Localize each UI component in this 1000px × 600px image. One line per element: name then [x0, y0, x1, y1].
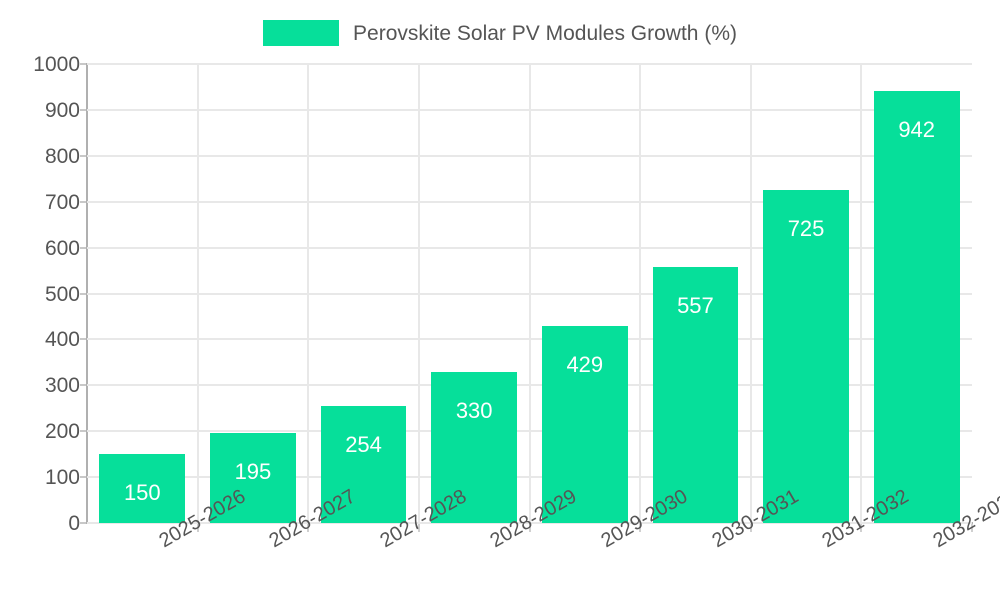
gridline-vertical — [417, 64, 420, 523]
bar[interactable]: 195 — [210, 433, 296, 523]
x-axis-tick-label: 2030-2031 — [708, 485, 803, 553]
y-axis-tick-mark — [80, 522, 87, 524]
y-axis-tick-mark — [80, 63, 87, 65]
gridline-vertical — [860, 64, 863, 523]
x-axis-tick-mark — [971, 524, 973, 532]
y-axis-tick-mark — [80, 246, 87, 249]
y-axis-tick-mark — [80, 338, 87, 341]
y-axis-tick-label: 700 — [44, 190, 80, 214]
y-axis-tick-mark — [80, 476, 87, 479]
x-axis-tick-mark — [196, 524, 199, 532]
x-axis-tick-label: 2026-2027 — [265, 485, 360, 553]
y-axis: 0 100 200 300 400 500 600 700 800 900 1000 — [0, 0, 87, 600]
plot-area: 150 195 254 330 429 557 725 942 — [87, 63, 972, 524]
bar-value-label: 557 — [677, 293, 714, 319]
legend-color-swatch — [263, 20, 340, 46]
bar[interactable]: 254 — [320, 406, 407, 523]
y-axis-tick-label: 600 — [44, 236, 80, 260]
y-axis-tick-label: 300 — [44, 374, 80, 398]
y-axis-tick-label: 800 — [44, 144, 80, 168]
gridline-vertical — [307, 64, 310, 523]
bar[interactable]: 557 — [652, 267, 739, 523]
y-axis-tick-mark — [80, 384, 87, 387]
bar[interactable]: 942 — [873, 90, 960, 523]
y-axis-tick-label: 900 — [44, 98, 80, 122]
bar-value-label: 942 — [898, 116, 936, 142]
x-axis-tick-mark — [417, 524, 420, 532]
bar-value-label: 429 — [566, 352, 604, 378]
y-axis-tick-mark — [80, 108, 87, 111]
gridline-vertical — [639, 64, 642, 523]
y-axis-tick-label: 400 — [44, 328, 80, 352]
gridline-vertical — [196, 64, 199, 523]
y-axis-tick-label: 500 — [44, 282, 80, 306]
bar-value-label: 195 — [234, 459, 272, 485]
bar[interactable]: 725 — [763, 190, 849, 523]
x-axis-tick-label: 2025-2026 — [155, 485, 249, 553]
y-axis-tick-mark — [80, 430, 87, 433]
x-axis-tick-mark — [528, 524, 531, 532]
y-axis-tick-mark — [80, 200, 87, 203]
y-axis-tick-label: 0 — [68, 512, 80, 535]
bar-value-label: 330 — [455, 397, 493, 423]
y-axis-tick-mark — [80, 154, 87, 157]
y-axis-tick-label: 200 — [44, 420, 80, 444]
legend-label: Perovskite Solar PV Modules Growth (%) — [353, 21, 737, 45]
x-axis-tick-mark — [860, 524, 863, 532]
gridline-horizontal — [87, 522, 972, 524]
x-axis-tick-label: 2031-2032 — [818, 485, 913, 553]
x-axis-tick-label: 2029-2030 — [597, 485, 692, 553]
y-axis-tick-label: 1000 — [33, 53, 80, 76]
bar-value-label: 150 — [123, 480, 161, 506]
bar-value-label: 725 — [787, 216, 825, 242]
bar[interactable]: 330 — [431, 371, 518, 523]
bar[interactable]: 150 — [99, 454, 186, 523]
x-axis-tick-mark — [639, 524, 642, 532]
x-axis-tick-mark — [749, 524, 752, 532]
y-axis-tick-label: 100 — [44, 466, 80, 490]
gridline-vertical — [749, 64, 752, 523]
x-axis-tick-label: 2032-2033 — [929, 485, 1000, 553]
y-axis-tick-mark — [80, 292, 87, 295]
bar-value-label: 254 — [345, 432, 382, 458]
x-axis-tick-mark — [307, 524, 310, 532]
x-axis-tick-label: 2028-2029 — [486, 485, 581, 553]
chart-legend: Perovskite Solar PV Modules Growth (%) — [0, 16, 1000, 50]
gridline-vertical — [528, 64, 531, 523]
bar[interactable]: 429 — [541, 326, 628, 523]
x-axis-tick-label: 2027-2028 — [376, 485, 471, 553]
